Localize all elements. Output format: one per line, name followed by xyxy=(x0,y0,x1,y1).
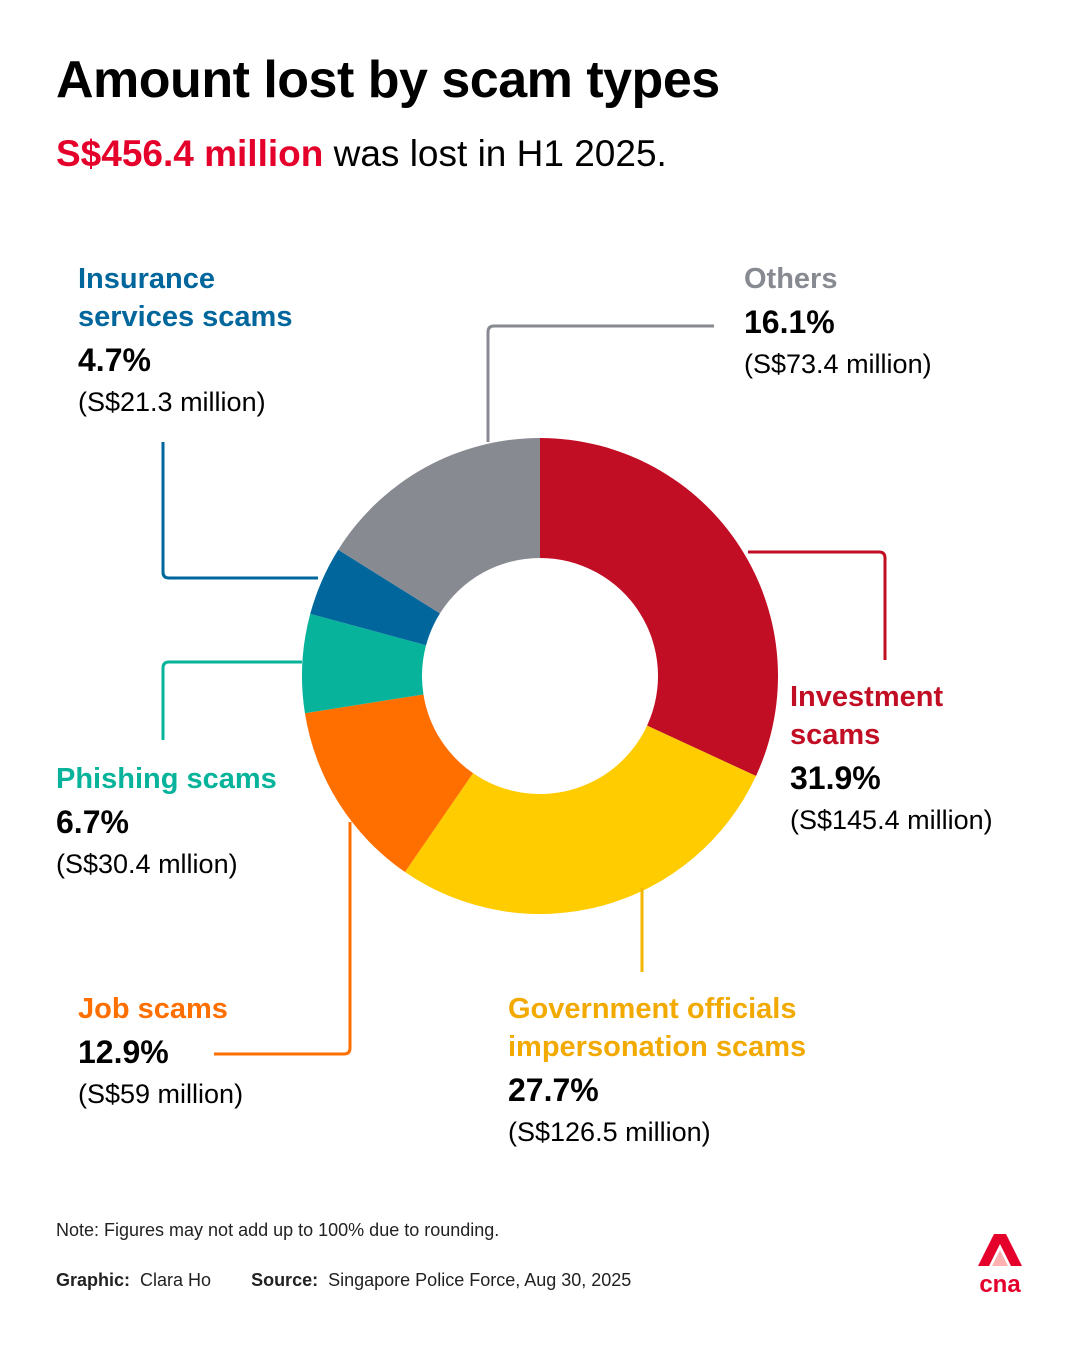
slice-government-officials-impersonation-scams xyxy=(404,725,756,914)
leader-insurance-services-scams xyxy=(161,442,318,580)
series-percent: 31.9% xyxy=(790,760,881,796)
chart-title: Amount lost by scam types xyxy=(56,51,720,109)
series-percent: 4.7% xyxy=(78,342,151,378)
source-credit: Singapore Police Force, Aug 30, 2025 xyxy=(328,1270,632,1290)
series-amount: (S$73.4 million) xyxy=(744,349,932,379)
series-percent: 16.1% xyxy=(744,304,835,340)
series-name: Job scams xyxy=(78,993,228,1025)
slice-insurance-services-scams xyxy=(310,549,440,646)
series-amount: (S$30.4 mllion) xyxy=(56,849,238,879)
graphic-credit: Clara Ho xyxy=(140,1270,212,1290)
slice-job-scams xyxy=(304,694,474,873)
series-name: Insurance services scams xyxy=(78,263,293,333)
graphic-label: Graphic: xyxy=(56,1270,131,1290)
series-amount: (S$145.4 million) xyxy=(790,805,993,835)
series-name: Government officials impersonation scams xyxy=(508,993,807,1063)
donut-slices xyxy=(302,438,779,914)
source-label: Source: xyxy=(251,1270,319,1290)
slice-phishing-scams xyxy=(302,613,427,714)
total-amount-highlight: S$456.4 million xyxy=(56,133,324,174)
slice-investment-scams xyxy=(540,438,779,776)
cna-logo-mark xyxy=(978,1234,1022,1266)
leader-investment-scams xyxy=(748,550,887,660)
series-amount: (S$126.5 million) xyxy=(508,1117,711,1147)
footnote: Note: Figures may not add up to 100% due… xyxy=(56,1220,500,1240)
label-government-officials-impersonation-scams: Government officials impersonation scams… xyxy=(508,990,806,1152)
series-percent: 6.7% xyxy=(56,804,129,840)
series-amount: (S$21.3 million) xyxy=(78,387,266,417)
chart-subtitle: S$456.4 million was lost in H1 2025. xyxy=(56,132,667,176)
label-job-scams: Job scams 12.9% (S$59 million) xyxy=(78,990,243,1114)
series-name: Investment scams xyxy=(790,681,944,751)
slice-others xyxy=(338,438,540,614)
credits: Graphic: Clara Ho Source: Singapore Polic… xyxy=(56,1270,631,1291)
leader-phishing-scams xyxy=(161,660,302,740)
leader-lines xyxy=(161,324,887,1056)
cna-logo-text: cna xyxy=(979,1271,1021,1296)
label-investment-scams: Investment scams 31.9% (S$145.4 million) xyxy=(790,678,993,840)
cna-logo: cna xyxy=(978,1234,1022,1296)
subtitle-text: was lost in H1 2025. xyxy=(323,133,667,174)
label-phishing-scams: Phishing scams 6.7% (S$30.4 mllion) xyxy=(56,760,277,884)
series-name: Phishing scams xyxy=(56,763,277,795)
series-percent: 12.9% xyxy=(78,1034,169,1070)
leader-others xyxy=(486,324,714,442)
series-amount: (S$59 million) xyxy=(78,1079,244,1109)
series-percent: 27.7% xyxy=(508,1072,599,1108)
label-others: Others 16.1% (S$73.4 million) xyxy=(744,260,932,384)
label-insurance-services-scams: Insurance services scams 4.7% (S$21.3 mi… xyxy=(78,260,292,422)
leader-job-scams xyxy=(214,822,352,1056)
series-name: Others xyxy=(744,263,838,295)
